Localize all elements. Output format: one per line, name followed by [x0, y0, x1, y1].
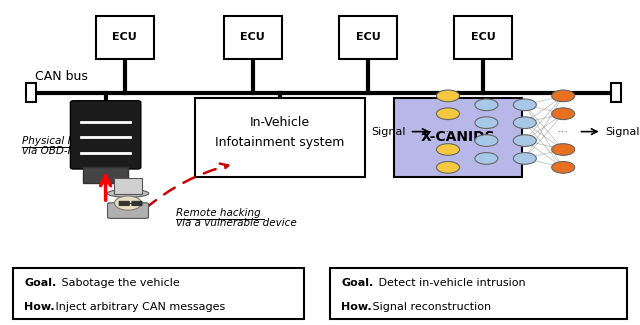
- Text: Inject arbitrary CAN messages: Inject arbitrary CAN messages: [52, 303, 226, 312]
- Text: CAN bus: CAN bus: [35, 70, 88, 83]
- FancyBboxPatch shape: [119, 201, 129, 206]
- Circle shape: [513, 153, 536, 164]
- FancyBboxPatch shape: [330, 268, 627, 318]
- Circle shape: [436, 144, 460, 155]
- Text: Signal reconstruction: Signal reconstruction: [369, 303, 492, 312]
- Circle shape: [436, 162, 460, 173]
- Text: Signal: Signal: [371, 127, 406, 136]
- Text: How.: How.: [24, 303, 55, 312]
- Text: Infotainment system: Infotainment system: [215, 136, 345, 149]
- FancyBboxPatch shape: [394, 98, 522, 177]
- Circle shape: [436, 90, 460, 102]
- Circle shape: [552, 144, 575, 155]
- Text: Goal.: Goal.: [341, 278, 373, 288]
- FancyBboxPatch shape: [114, 178, 142, 194]
- FancyBboxPatch shape: [224, 16, 282, 58]
- Circle shape: [436, 108, 460, 120]
- Circle shape: [475, 135, 498, 146]
- Text: ···: ···: [443, 127, 453, 136]
- FancyBboxPatch shape: [26, 83, 36, 102]
- FancyBboxPatch shape: [195, 98, 365, 177]
- Text: via OBD-II port: via OBD-II port: [22, 146, 99, 156]
- FancyBboxPatch shape: [339, 16, 397, 58]
- Text: Sabotage the vehicle: Sabotage the vehicle: [58, 278, 180, 288]
- Circle shape: [513, 117, 536, 129]
- Circle shape: [475, 117, 498, 129]
- FancyBboxPatch shape: [70, 101, 141, 169]
- Text: Physical hacking: Physical hacking: [22, 136, 109, 146]
- Text: How.: How.: [341, 303, 372, 312]
- Circle shape: [513, 99, 536, 110]
- FancyBboxPatch shape: [83, 167, 128, 183]
- Text: Remote hacking: Remote hacking: [176, 208, 260, 218]
- Circle shape: [552, 90, 575, 102]
- Text: X-CANIDS: X-CANIDS: [420, 130, 495, 144]
- FancyBboxPatch shape: [108, 203, 148, 218]
- Text: In-Vehicle: In-Vehicle: [250, 116, 310, 129]
- Text: ECU: ECU: [113, 32, 137, 42]
- Circle shape: [513, 135, 536, 146]
- FancyBboxPatch shape: [96, 16, 154, 58]
- FancyBboxPatch shape: [132, 201, 142, 206]
- Text: Detect in-vehicle intrusion: Detect in-vehicle intrusion: [375, 278, 525, 288]
- Circle shape: [475, 99, 498, 110]
- Text: ECU: ECU: [241, 32, 265, 42]
- Text: ···: ···: [558, 127, 568, 136]
- Text: Goal.: Goal.: [24, 278, 56, 288]
- Text: ECU: ECU: [471, 32, 495, 42]
- FancyBboxPatch shape: [13, 268, 304, 318]
- Circle shape: [552, 108, 575, 120]
- FancyBboxPatch shape: [454, 16, 512, 58]
- Circle shape: [475, 153, 498, 164]
- Circle shape: [552, 162, 575, 173]
- Ellipse shape: [107, 189, 149, 197]
- Text: ECU: ECU: [356, 32, 380, 42]
- Text: Signal': Signal': [605, 127, 640, 136]
- FancyBboxPatch shape: [611, 83, 621, 102]
- Text: via a vulnerable device: via a vulnerable device: [176, 218, 297, 227]
- Ellipse shape: [115, 196, 141, 210]
